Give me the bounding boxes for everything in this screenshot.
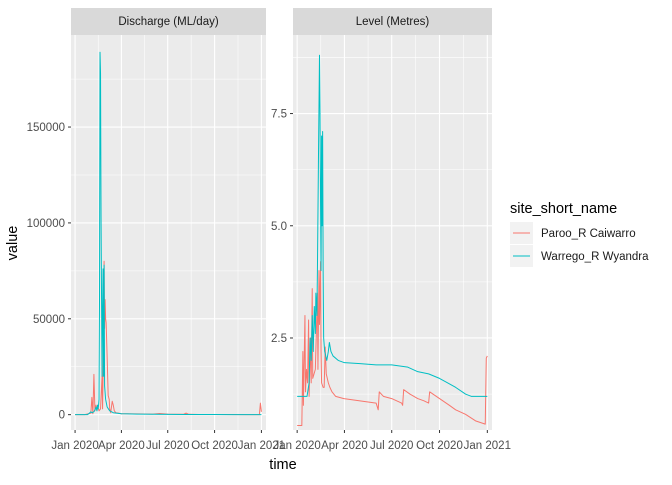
legend-label: Warrego_R Wyandra — [541, 251, 649, 263]
legend-label: Paroo_R Caiwarro — [541, 228, 636, 240]
legend: site_short_name Paroo_R Caiwarro Warrego_… — [510, 201, 649, 267]
y-tick-label: 7.5 — [271, 109, 287, 121]
facet-strip — [293, 8, 492, 35]
x-tick-label: Jul 2020 — [146, 440, 189, 452]
x-axis-title: time — [269, 457, 296, 473]
panel-discharge-ml-day: Discharge (ML/day) 0 50000 100000 150000 Jan … — [27, 8, 285, 452]
x-tick-label: Apr 2020 — [98, 440, 145, 452]
x-tick-label: Jan 2021 — [238, 440, 285, 452]
x-tick-label: Oct 2020 — [416, 440, 463, 452]
y-tick-label: 100000 — [27, 218, 65, 230]
y-tick-label: 5.0 — [271, 221, 287, 233]
series-line-warrego-r-wyandra — [75, 51, 262, 416]
x-tick-label: Jul 2020 — [370, 440, 413, 452]
x-tick-label: Apr 2020 — [321, 440, 368, 452]
x-tick-label: Jan 2020 — [273, 440, 320, 452]
series-line-warrego-r-wyandra — [297, 54, 488, 397]
y-tick-label: 0 — [59, 410, 65, 422]
y-tick-label: 2.5 — [271, 333, 287, 345]
legend-title: site_short_name — [510, 201, 617, 217]
legend-item-warrego-r-wyandra: Warrego_R Wyandra — [510, 245, 649, 267]
facet-strip-label: Level (Metres) — [356, 16, 430, 28]
y-axis-title: value — [5, 226, 21, 261]
y-tick-label: 50000 — [33, 314, 65, 326]
x-tick-label: Jan 2020 — [51, 440, 98, 452]
x-tick-label: Jan 2021 — [464, 440, 511, 452]
facet-panels: Discharge (ML/day) 0 50000 100000 150000 Jan … — [27, 8, 511, 452]
legend-item-paroo-r-caiwarro: Paroo_R Caiwarro — [510, 222, 636, 244]
series-line-paroo-r-caiwarro — [75, 260, 262, 416]
y-tick-label: 150000 — [27, 122, 65, 134]
facet-strip-label: Discharge (ML/day) — [118, 16, 219, 28]
facet-strip — [71, 8, 266, 35]
x-tick-label: Oct 2020 — [191, 440, 238, 452]
